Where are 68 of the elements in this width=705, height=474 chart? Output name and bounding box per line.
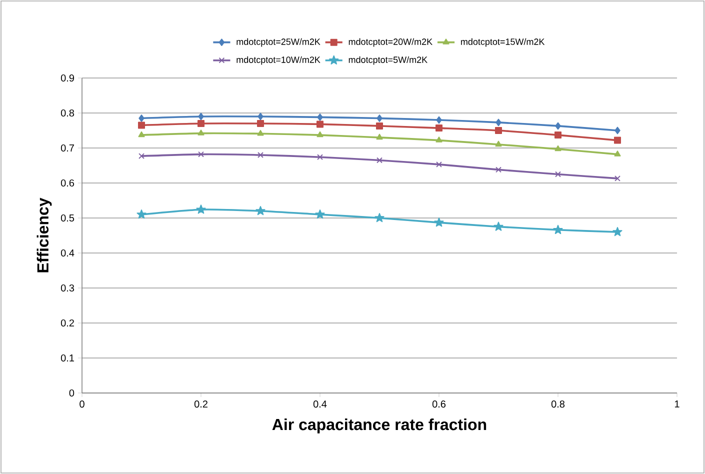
y-tick-label: 0.3 (60, 284, 74, 292)
point (614, 136, 621, 144)
point (376, 157, 382, 164)
point (612, 226, 622, 236)
point (376, 122, 383, 130)
point (257, 120, 264, 127)
point (138, 131, 145, 138)
x-tick-label: 0.8 (551, 400, 565, 408)
point (496, 118, 502, 126)
point (376, 134, 383, 140)
x-tick-label: 1 (674, 400, 680, 408)
point (256, 206, 266, 216)
point (436, 116, 442, 124)
x-tick-label: 0 (80, 400, 84, 408)
point (436, 136, 442, 142)
legend-label: mdotcptot=5W/m2K (348, 56, 428, 65)
y-tick-label: 0.9 (60, 74, 74, 82)
y-tick-label: 0 (69, 389, 74, 397)
point (376, 114, 382, 122)
point (555, 171, 561, 178)
point (316, 120, 324, 128)
y-tick-label: 0.5 (60, 214, 74, 222)
point (257, 130, 264, 136)
y-tick-label: 0.4 (60, 249, 74, 257)
point (554, 145, 562, 152)
point (614, 150, 621, 156)
point (614, 126, 620, 134)
point (496, 166, 502, 173)
point (614, 175, 620, 182)
point (494, 127, 502, 134)
point (436, 124, 442, 132)
point (434, 218, 444, 227)
point (258, 152, 264, 158)
point (495, 140, 502, 147)
legend-label: mdotcptot=25W/m2K (236, 38, 320, 47)
y-tick-label: 0.1 (60, 354, 74, 362)
point (317, 114, 323, 121)
legend-label: mdotcptot=20W/m2K (348, 38, 432, 47)
point (198, 112, 204, 120)
point (494, 222, 504, 231)
point (198, 130, 204, 136)
x-axis-title: Air capacitance rate fraction (272, 418, 486, 434)
point (374, 212, 384, 222)
point (554, 132, 562, 139)
point (553, 224, 563, 234)
x-tick-label: 0.6 (432, 400, 446, 408)
point (436, 161, 442, 168)
x-tick-label: 0.4 (313, 400, 327, 408)
y-axis-title: Efficiency (36, 198, 52, 272)
point (136, 209, 146, 219)
y-tick-label: 0.8 (60, 109, 74, 117)
x-tick-label: 0.2 (194, 400, 208, 408)
point (138, 122, 146, 129)
point (138, 114, 144, 122)
point (138, 153, 144, 160)
point (198, 120, 205, 127)
y-tick-label: 0.2 (60, 319, 74, 327)
point (315, 209, 325, 219)
point (316, 131, 324, 138)
legend-label: mdotcptot=15W/m2K (461, 38, 545, 47)
point (317, 154, 323, 160)
y-tick-label: 0.7 (60, 144, 74, 152)
point (198, 151, 204, 158)
point (555, 122, 561, 130)
point (258, 112, 264, 120)
y-tick-label: 0.6 (60, 179, 74, 187)
legend-label: mdotcptot=10W/m2K (236, 56, 320, 65)
point (196, 204, 206, 214)
